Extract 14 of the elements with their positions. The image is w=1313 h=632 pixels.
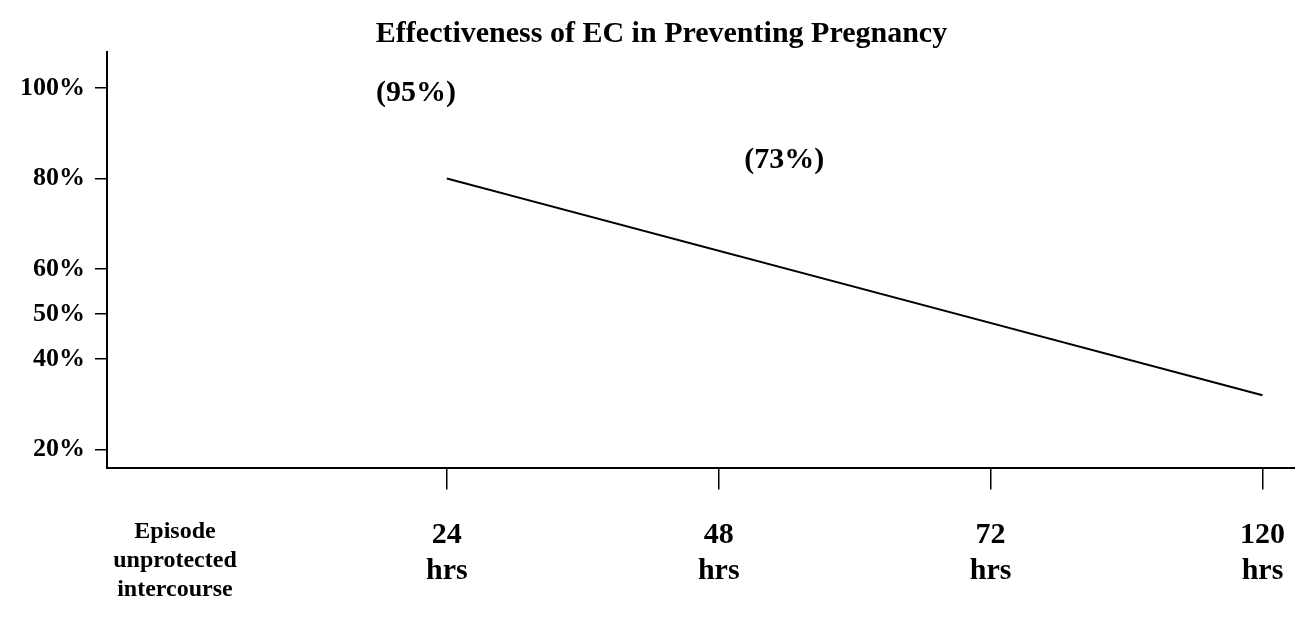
x-tick-label: Episode unprotected intercourse — [113, 517, 238, 601]
x-tick-label: 48 hrs — [697, 516, 740, 586]
y-tick-label: 50% — [33, 297, 85, 327]
y-tick-label: 80% — [33, 162, 85, 192]
x-tick-label: 24 hrs — [426, 516, 468, 586]
y-tick-label: 100% — [20, 71, 85, 101]
x-tick-label: 120 hrs — [1240, 516, 1285, 586]
annotation: (73%) — [744, 140, 825, 175]
y-tick-label: 40% — [33, 342, 85, 372]
annotation: (95%) — [375, 74, 456, 109]
chart-title: Effectiveness of EC in Preventing Pregnancy — [375, 14, 948, 48]
y-tick-label: 20% — [33, 433, 85, 463]
x-tick-label: 72 hrs — [969, 516, 1012, 586]
y-tick-label: 60% — [33, 252, 85, 282]
